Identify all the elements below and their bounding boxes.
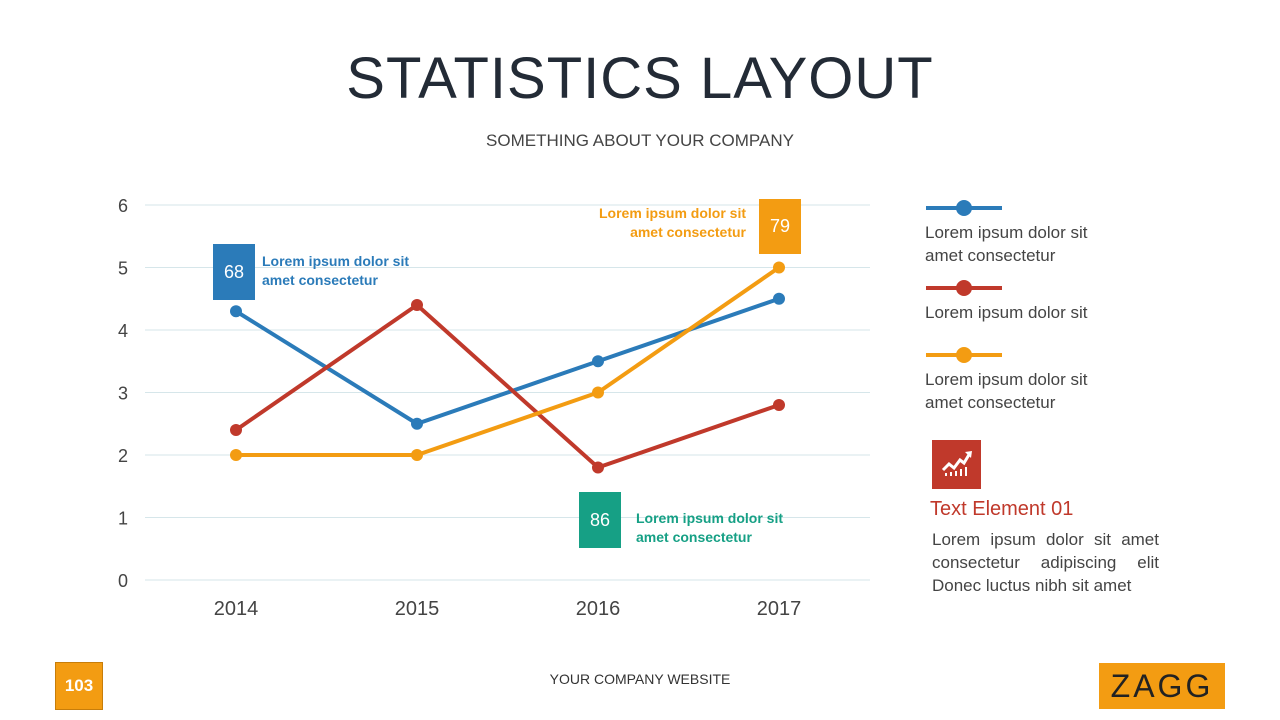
note-line: Lorem ipsum dolor sit bbox=[262, 253, 410, 269]
legend-line: Lorem ipsum dolor sit bbox=[925, 303, 1088, 322]
legend-label-orange: Lorem ipsum dolor sit amet consectetur bbox=[925, 368, 1088, 414]
series-line bbox=[236, 265, 781, 457]
annotation-badge-blue: 68 bbox=[213, 244, 255, 300]
note-line: amet consectetur bbox=[262, 272, 378, 288]
annotation-note-blue: Lorem ipsum dolor sit amet consectetur bbox=[262, 252, 409, 290]
series-line bbox=[234, 302, 780, 470]
data-point bbox=[773, 399, 785, 411]
zagg-logo: ZAGG bbox=[1099, 663, 1225, 709]
data-point bbox=[592, 461, 604, 474]
note-line: amet consectetur bbox=[630, 224, 746, 240]
legend-dot-marker bbox=[956, 200, 972, 216]
legend-label-red: Lorem ipsum dolor sit bbox=[925, 301, 1088, 324]
data-point bbox=[592, 386, 604, 399]
annotation-note-teal: Lorem ipsum dolor sit amet consectetur bbox=[636, 509, 783, 547]
text-element-body: Lorem ipsum dolor sit amet consectetur a… bbox=[932, 530, 1159, 595]
y-tick-label: 3 bbox=[118, 384, 128, 404]
data-point bbox=[411, 299, 423, 311]
legend-line: amet consectetur bbox=[925, 393, 1056, 412]
y-tick-label: 2 bbox=[118, 446, 128, 466]
page-number: 103 bbox=[55, 662, 103, 710]
data-point bbox=[230, 424, 242, 436]
legend-dot-marker bbox=[956, 347, 972, 363]
series-line bbox=[234, 296, 780, 426]
page-subtitle: SOMETHING ABOUT YOUR COMPANY bbox=[486, 131, 794, 150]
x-tick-label: 2014 bbox=[214, 598, 259, 620]
annotation-badge-teal: 86 bbox=[579, 492, 621, 548]
data-point bbox=[230, 449, 242, 461]
data-point bbox=[411, 449, 423, 461]
x-tick-label: 2016 bbox=[576, 598, 621, 620]
annotation-note-orange: Lorem ipsum dolor sit amet consectetur bbox=[560, 204, 746, 242]
note-line: Lorem ipsum dolor sit bbox=[636, 510, 784, 526]
data-point bbox=[773, 292, 785, 305]
legend-line: Lorem ipsum dolor sit bbox=[925, 370, 1088, 389]
note-line: Lorem ipsum dolor sit bbox=[598, 205, 746, 221]
legend-line: Lorem ipsum dolor sit bbox=[925, 223, 1088, 242]
y-tick-label: 5 bbox=[118, 259, 128, 279]
data-point bbox=[773, 261, 785, 274]
annotation-badge-orange: 79 bbox=[759, 199, 801, 254]
x-tick-label: 2017 bbox=[757, 598, 802, 620]
y-tick-label: 0 bbox=[118, 571, 128, 591]
growth-chart-icon bbox=[932, 440, 981, 489]
y-tick-label: 6 bbox=[118, 196, 128, 216]
x-tick-label: 2015 bbox=[395, 598, 440, 620]
y-tick-label: 4 bbox=[118, 321, 128, 341]
data-point bbox=[592, 355, 604, 368]
legend-label-blue: Lorem ipsum dolor sit amet consectetur bbox=[925, 221, 1088, 267]
legend-line: amet consectetur bbox=[925, 246, 1056, 265]
data-point bbox=[411, 417, 423, 430]
legend-dot-marker bbox=[956, 280, 972, 296]
page-title: STATISTICS LAYOUT bbox=[346, 46, 934, 111]
company-website: YOUR COMPANY WEBSITE bbox=[549, 671, 731, 687]
note-line: amet consectetur bbox=[636, 529, 752, 545]
y-tick-label: 1 bbox=[118, 509, 128, 529]
data-point bbox=[230, 305, 242, 318]
text-element-title: Text Element 01 bbox=[930, 498, 1074, 520]
